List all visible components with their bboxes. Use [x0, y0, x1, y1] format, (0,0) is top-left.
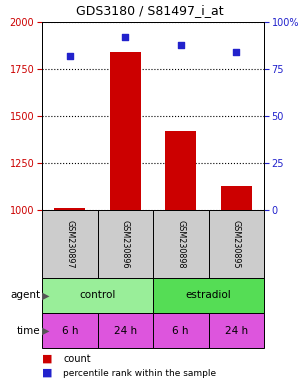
Bar — [166, 131, 196, 210]
Bar — [42, 313, 98, 348]
Text: ▶: ▶ — [41, 291, 49, 301]
Bar — [98, 313, 153, 348]
Bar — [110, 52, 140, 210]
Bar — [221, 185, 251, 210]
Text: GSM230895: GSM230895 — [232, 220, 241, 268]
Text: ▶: ▶ — [41, 326, 49, 336]
Point — [178, 41, 183, 48]
Text: 6 h: 6 h — [61, 326, 78, 336]
Text: GSM230898: GSM230898 — [176, 220, 185, 268]
Bar — [208, 313, 264, 348]
Text: GSM230896: GSM230896 — [121, 220, 130, 268]
Text: count: count — [63, 354, 91, 364]
Text: GDS3180 / S81497_i_at: GDS3180 / S81497_i_at — [76, 4, 224, 17]
Text: agent: agent — [10, 291, 40, 301]
Text: ■: ■ — [42, 354, 52, 364]
Text: time: time — [16, 326, 40, 336]
Point — [123, 34, 128, 40]
Bar — [42, 210, 98, 278]
Bar — [55, 208, 85, 210]
Point — [68, 53, 72, 59]
Bar — [153, 313, 208, 348]
Text: control: control — [79, 291, 116, 301]
Bar — [98, 210, 153, 278]
Text: estradiol: estradiol — [186, 291, 231, 301]
Bar — [42, 278, 153, 313]
Bar — [153, 278, 264, 313]
Text: 24 h: 24 h — [225, 326, 248, 336]
Text: 6 h: 6 h — [172, 326, 189, 336]
Text: percentile rank within the sample: percentile rank within the sample — [63, 369, 216, 377]
Text: GSM230897: GSM230897 — [65, 220, 74, 268]
Text: ■: ■ — [42, 368, 52, 378]
Point — [234, 49, 239, 55]
Bar — [208, 210, 264, 278]
Text: 24 h: 24 h — [114, 326, 137, 336]
Bar — [153, 210, 208, 278]
